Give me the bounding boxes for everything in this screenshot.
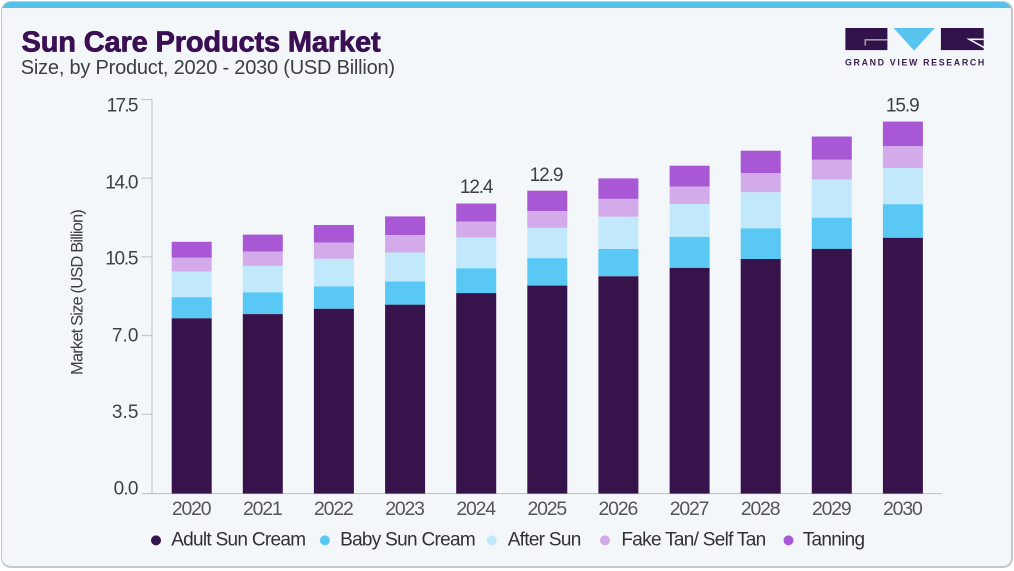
svg-text:10.5: 10.5 xyxy=(105,249,138,270)
svg-text:2029: 2029 xyxy=(812,498,852,520)
svg-text:Fake Tan/ Self Tan: Fake Tan/ Self Tan xyxy=(621,530,765,551)
svg-text:12.9: 12.9 xyxy=(530,165,564,186)
svg-text:17.5: 17.5 xyxy=(107,95,139,116)
svg-text:2025: 2025 xyxy=(527,498,567,520)
svg-text:Size, by Product, 2020 - 2030: Size, by Product, 2020 - 2030 (USD Billi… xyxy=(21,57,395,79)
svg-text:2030: 2030 xyxy=(883,498,923,520)
svg-text:14.0: 14.0 xyxy=(105,172,138,193)
svg-text:2021: 2021 xyxy=(243,498,283,520)
svg-text:12.4: 12.4 xyxy=(460,177,494,198)
svg-text:2022: 2022 xyxy=(314,498,354,520)
svg-text:2028: 2028 xyxy=(741,498,781,520)
svg-text:2026: 2026 xyxy=(599,498,639,520)
svg-text:3.5: 3.5 xyxy=(112,402,139,423)
svg-text:After Sun: After Sun xyxy=(508,530,581,551)
svg-text:GRAND VIEW RESEARCH: GRAND VIEW RESEARCH xyxy=(845,58,986,68)
svg-text:7.0: 7.0 xyxy=(112,325,139,346)
svg-text:2020: 2020 xyxy=(172,498,212,520)
svg-text:Baby Sun Cream: Baby Sun Cream xyxy=(340,530,475,551)
svg-text:Tanning: Tanning xyxy=(803,530,865,551)
svg-text:0.0: 0.0 xyxy=(114,479,139,500)
svg-text:Adult Sun Cream: Adult Sun Cream xyxy=(171,530,305,551)
svg-text:2027: 2027 xyxy=(670,498,710,520)
svg-text:2023: 2023 xyxy=(385,498,425,520)
svg-text:Sun Care Products Market: Sun Care Products Market xyxy=(22,26,381,58)
svg-text:15.9: 15.9 xyxy=(886,96,920,117)
svg-text:Market Size (USD Billion): Market Size (USD Billion) xyxy=(69,210,87,375)
svg-text:2024: 2024 xyxy=(456,498,496,520)
